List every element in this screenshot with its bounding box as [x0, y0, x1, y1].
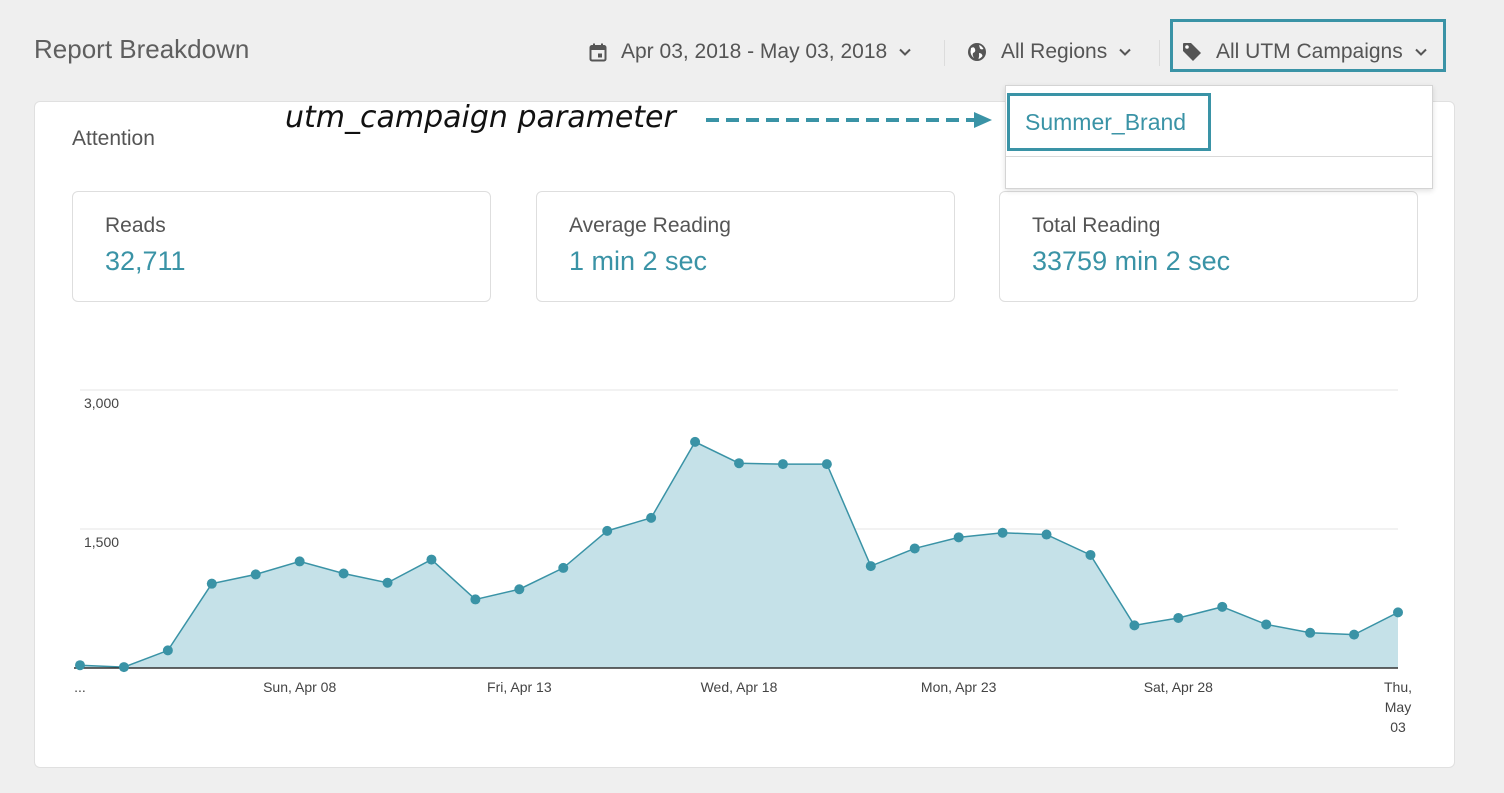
chevron-down-icon — [1415, 48, 1427, 56]
data-point — [1393, 607, 1403, 618]
data-point — [1305, 627, 1316, 638]
data-point — [821, 459, 832, 470]
stat-value: 1 min 2 sec — [569, 246, 708, 276]
data-point — [1129, 620, 1140, 631]
date-range-label: Apr 03, 2018 - May 03, 2018 — [621, 40, 888, 63]
x-tick-label: Fri, Apr 13 — [487, 679, 552, 695]
x-tick-label: Sun, Apr 08 — [263, 679, 336, 695]
data-point — [909, 543, 920, 554]
globe-icon — [968, 43, 986, 61]
data-point — [777, 459, 788, 470]
data-point — [1085, 549, 1096, 560]
x-tick-label: ... — [74, 679, 86, 695]
data-point — [382, 577, 393, 588]
data-point — [602, 525, 613, 536]
annotation-arrow-icon — [706, 112, 992, 128]
data-point — [1041, 529, 1052, 540]
region-filter[interactable]: All Regions — [967, 36, 1131, 68]
page-title: Report Breakdown — [34, 34, 250, 64]
calendar-icon — [589, 43, 607, 61]
data-point — [734, 458, 744, 469]
stat-value: 32,711 — [105, 246, 186, 276]
y-tick-label: 3,000 — [84, 395, 119, 411]
data-point — [997, 527, 1008, 538]
section-title: Attention — [72, 127, 155, 150]
data-point — [162, 645, 173, 656]
stat-card-average-reading: Average Reading 1 min 2 sec — [536, 191, 955, 302]
data-point — [646, 512, 657, 523]
chevron-down-icon — [1119, 48, 1131, 56]
stat-card-total-reading: Total Reading 33759 min 2 sec — [999, 191, 1418, 302]
data-point — [865, 561, 876, 572]
filter-divider — [1159, 40, 1160, 66]
data-point — [426, 554, 437, 565]
data-point — [75, 660, 85, 671]
stat-label: Total Reading — [1032, 214, 1161, 237]
data-point — [558, 562, 569, 573]
data-point — [1173, 612, 1184, 623]
utm-campaign-filter[interactable]: All UTM Campaigns — [1182, 36, 1427, 68]
stat-card-reads: Reads 32,711 — [72, 191, 491, 302]
y-tick-label: 1,500 — [84, 534, 119, 550]
data-point — [953, 532, 964, 543]
data-point — [514, 584, 525, 595]
data-point — [206, 578, 217, 589]
annotation-text: utm_campaign parameter — [285, 100, 676, 135]
x-tick-label: Sat, Apr 28 — [1144, 679, 1213, 695]
filter-divider — [944, 40, 945, 66]
utm-filter-highlight-box — [1170, 19, 1446, 72]
x-tick-label: Mon, Apr 23 — [921, 679, 997, 695]
dropdown-divider — [1006, 156, 1432, 157]
data-point — [338, 568, 349, 579]
data-point — [1217, 601, 1228, 612]
tag-icon — [1183, 43, 1201, 61]
area-fill — [80, 441, 1398, 668]
x-tick-label: Wed, Apr 18 — [701, 679, 778, 695]
data-point — [118, 662, 129, 673]
utm-campaign-label: All UTM Campaigns — [1216, 40, 1403, 63]
date-range-filter[interactable]: Apr 03, 2018 - May 03, 2018 — [589, 36, 911, 68]
data-point — [1349, 629, 1360, 640]
data-point — [470, 594, 481, 605]
stat-label: Reads — [105, 214, 166, 237]
data-point — [250, 569, 261, 580]
x-tick-label: Thu, May 03 — [1384, 679, 1412, 735]
region-label: All Regions — [1001, 40, 1108, 63]
stat-label: Average Reading — [569, 214, 731, 237]
data-point — [1261, 619, 1272, 630]
data-point — [294, 556, 305, 567]
stat-value: 33759 min 2 sec — [1032, 246, 1231, 276]
data-point — [690, 436, 701, 447]
dropdown-option-summer-brand[interactable]: Summer_Brand — [1007, 93, 1211, 151]
chevron-down-icon — [899, 48, 911, 56]
